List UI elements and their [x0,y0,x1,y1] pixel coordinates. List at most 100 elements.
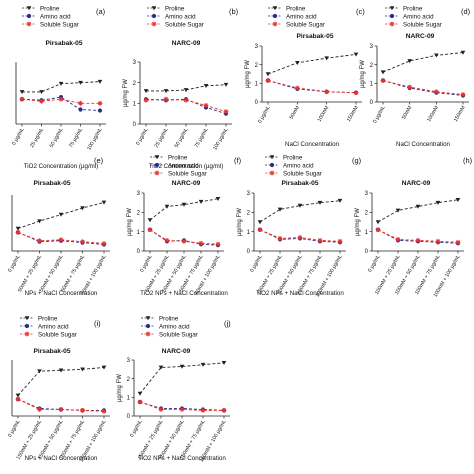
data-point-proline [37,219,42,224]
data-point-soluble-sugar-stroke [58,407,64,412]
data-point-soluble-sugar-stroke [78,100,83,106]
data-point-soluble-sugar-stroke [203,103,209,108]
legend-label-soluble-sugar: Soluble Sugar [40,22,79,29]
data-point-soluble-sugar-stroke [80,408,85,413]
data-point-proline [257,220,263,225]
data-point-soluble-sugar-stroke [39,98,44,104]
panel-label: (c) [356,7,365,16]
y-tick-label: 2 [255,63,259,69]
panel-label: (d) [461,7,471,16]
legend-label-proline: Proline [168,155,188,162]
data-point-soluble-sugar [19,96,25,102]
chart-title: NARC-09 [402,180,431,187]
data-point-proline [179,364,185,369]
data-point-soluble-sugar-stroke [15,396,21,402]
legend-marker-stroke [272,21,278,27]
data-point-soluble-sugar-stroke [80,239,85,245]
data-point-soluble-sugar-stroke [265,78,271,83]
data-point-soluble-sugar [97,100,103,106]
legend-label-amino-acid: Amino acid [403,14,434,21]
data-point-soluble-sugar [215,241,221,247]
x-tick-label: 0 µg/mL [11,127,26,146]
data-point-soluble-sugar-stroke [200,408,206,413]
x-tick-label: 0 µg/mL [372,105,387,124]
data-point-soluble-sugar [257,227,263,233]
data-point-proline [395,208,401,213]
x-tick-label: 0 µg/mL [7,419,22,438]
y-tick-label: 1 [365,230,369,236]
data-point-soluble-sugar-stroke [257,227,263,233]
data-point-soluble-sugar-stroke [277,236,283,241]
series-line-amino-acid [382,80,464,96]
data-point-soluble-sugar [80,239,85,245]
series-line-proline [139,362,225,394]
legend-label-amino-acid: Amino acid [165,14,196,21]
x-tick-label: 50mM [401,105,413,120]
data-point-soluble-sugar-stroke [375,227,381,233]
y-tick-label: 3 [370,44,374,50]
data-point-soluble-sugar [317,237,323,243]
data-point-soluble-sugar-stroke [37,238,42,244]
legend-label-soluble-sugar: Soluble Sugar [286,22,325,29]
series-line-proline [382,52,464,73]
data-point-soluble-sugar [163,96,169,102]
data-point-soluble-sugar [80,408,85,413]
data-point-soluble-sugar [101,241,107,246]
legend-label-amino-acid: Amino acid [159,324,190,331]
data-point-soluble-sugar-stroke [101,241,107,246]
y-tick-label: 0 [365,249,369,255]
legend-marker-stroke [26,21,32,27]
data-point-proline [80,206,85,211]
x-tick-label: 0 µg/mL [257,105,272,124]
data-point-soluble-sugar-stroke [455,239,461,245]
chart-title: Pirsabak-05 [45,40,82,47]
series-line-soluble-sugar [267,80,357,94]
x-tick-label: 75 µg/mL [194,127,210,149]
data-point-soluble-sugar-stroke [183,97,189,103]
data-point-proline [277,207,283,212]
data-point-proline [203,83,209,88]
data-point-proline [80,367,85,372]
y-tick-label: 2 [365,211,369,217]
y-tick-label: 1 [370,82,374,88]
data-point-soluble-sugar-stroke [353,90,359,96]
data-point-soluble-sugar-stroke [294,85,300,91]
data-point-soluble-sugar [37,238,42,244]
data-point-soluble-sugar [223,109,229,114]
data-point-proline [58,212,64,217]
series-line-proline [377,199,459,223]
data-point-soluble-sugar-stroke [137,399,143,405]
y-tick-label: 0 [247,249,251,255]
legend-label-soluble-sugar: Soluble Sugar [159,332,198,339]
data-point-soluble-sugar [15,396,21,402]
legend-marker [389,13,395,19]
data-point-proline [198,199,204,204]
y-tick-label: 2 [370,63,374,69]
data-point-soluble-sugar [353,90,359,96]
y-tick-label: 0 [127,414,131,420]
data-point-proline [101,200,107,205]
data-point-soluble-sugar-stroke [433,89,439,95]
legend-marker-stroke [154,170,160,176]
data-point-proline [295,61,300,65]
y-tick-label: 3 [127,358,131,364]
data-point-proline [380,70,386,75]
data-point-soluble-sugar [265,78,271,83]
data-point-soluble-sugar-stroke [58,237,64,243]
data-point-proline [407,59,412,64]
data-point-soluble-sugar [158,407,164,412]
data-point-soluble-sugar [143,97,149,103]
legend-marker [154,170,160,176]
x-tick-label: 0 µg/mL [367,254,382,273]
legend-label-amino-acid: Amino acid [283,163,314,170]
